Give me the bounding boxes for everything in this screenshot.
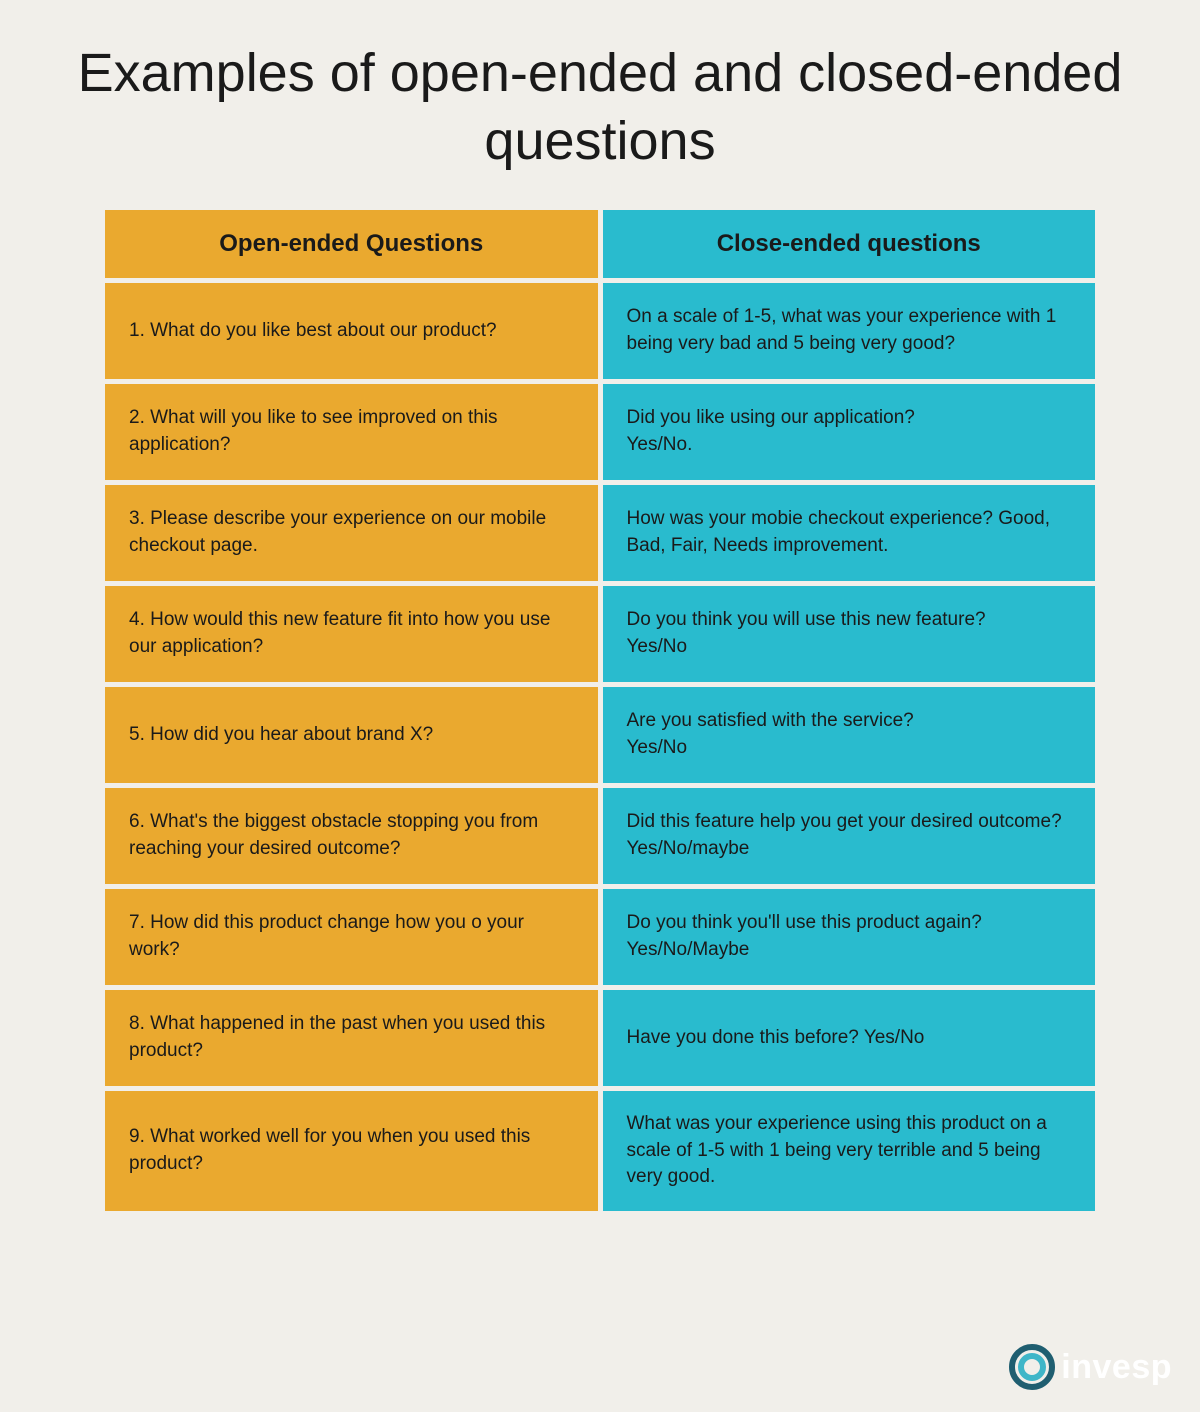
questions-table-container: Open-ended Questions Close-ended questio… (0, 205, 1200, 1216)
cell-close: Do you think you will use this new featu… (603, 586, 1096, 682)
table-row: 6. What's the biggest obstacle stopping … (105, 788, 1095, 884)
table-row: 5. How did you hear about brand X? Are y… (105, 687, 1095, 783)
cell-open: 7. How did this product change how you o… (105, 889, 598, 985)
questions-table: Open-ended Questions Close-ended questio… (100, 205, 1100, 1216)
table-row: 2. What will you like to see improved on… (105, 384, 1095, 480)
cell-open: 5. How did you hear about brand X? (105, 687, 598, 783)
table-body: 1. What do you like best about our produ… (105, 283, 1095, 1211)
table-row: 9. What worked well for you when you use… (105, 1091, 1095, 1211)
invesp-logo-icon (1009, 1344, 1055, 1390)
header-open: Open-ended Questions (105, 210, 598, 278)
header-close: Close-ended questions (603, 210, 1096, 278)
table-row: 8. What happened in the past when you us… (105, 990, 1095, 1086)
cell-open: 8. What happened in the past when you us… (105, 990, 598, 1086)
table-row: 3. Please describe your experience on ou… (105, 485, 1095, 581)
cell-open: 2. What will you like to see improved on… (105, 384, 598, 480)
cell-open: 6. What's the biggest obstacle stopping … (105, 788, 598, 884)
cell-close: On a scale of 1-5, what was your experie… (603, 283, 1096, 379)
brand-logo-text: invesp (1061, 1348, 1172, 1387)
cell-open: 1. What do you like best about our produ… (105, 283, 598, 379)
table-row: 7. How did this product change how you o… (105, 889, 1095, 985)
cell-open: 9. What worked well for you when you use… (105, 1091, 598, 1211)
cell-close: Have you done this before? Yes/No (603, 990, 1096, 1086)
page-title: Examples of open-ended and closed-ended … (0, 0, 1200, 205)
cell-close: Do you think you'll use this product aga… (603, 889, 1096, 985)
cell-close: Did this feature help you get your desir… (603, 788, 1096, 884)
brand-logo: invesp (1009, 1344, 1172, 1390)
cell-close: What was your experience using this prod… (603, 1091, 1096, 1211)
cell-open: 3. Please describe your experience on ou… (105, 485, 598, 581)
table-row: 4. How would this new feature fit into h… (105, 586, 1095, 682)
cell-close: Did you like using our application?Yes/N… (603, 384, 1096, 480)
table-row: 1. What do you like best about our produ… (105, 283, 1095, 379)
cell-close: How was your mobie checkout experience? … (603, 485, 1096, 581)
cell-close: Are you satisfied with the service?Yes/N… (603, 687, 1096, 783)
table-header-row: Open-ended Questions Close-ended questio… (105, 210, 1095, 278)
cell-open: 4. How would this new feature fit into h… (105, 586, 598, 682)
